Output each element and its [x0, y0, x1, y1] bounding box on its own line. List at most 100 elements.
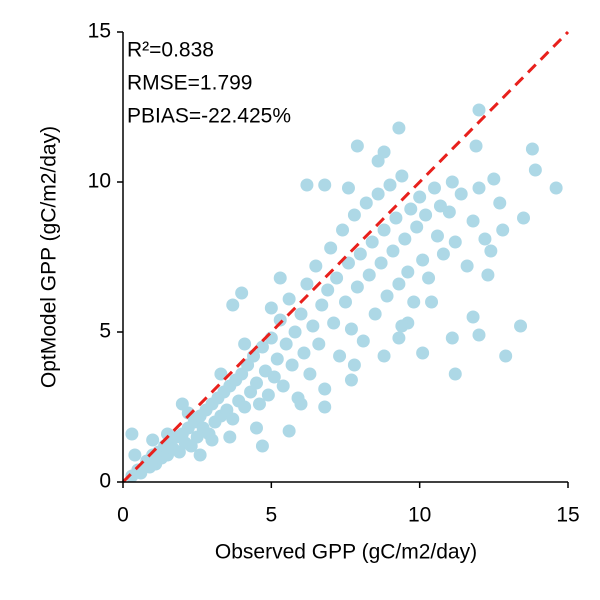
scatter-point — [368, 307, 382, 321]
scatter-point — [428, 181, 441, 195]
annotation: R²=0.838 — [127, 39, 214, 62]
scatter-point — [496, 223, 510, 237]
scatter-point — [395, 319, 409, 333]
scatter-point — [371, 187, 385, 201]
scatter-point — [484, 244, 498, 258]
scatter-point — [499, 349, 513, 363]
scatter-point — [273, 313, 287, 327]
scatter-point — [214, 367, 228, 381]
scatter-point — [422, 271, 436, 285]
scatter-point — [466, 214, 480, 228]
scatter-point — [472, 181, 486, 195]
scatter-point — [401, 265, 415, 279]
scatter-point — [318, 178, 332, 192]
scatter-point — [300, 178, 314, 192]
scatter-point — [549, 181, 563, 195]
scatter-point — [282, 424, 296, 438]
scatter-point — [255, 439, 269, 453]
scatter-point — [303, 367, 317, 381]
scatter-point — [347, 208, 361, 222]
scatter-point — [252, 397, 266, 411]
scatter-point — [525, 142, 539, 156]
x-tick-label: 0 — [117, 504, 129, 527]
scatter-point — [425, 295, 439, 309]
scatter-point — [223, 430, 237, 444]
scatter-point — [235, 286, 249, 300]
scatter-point — [226, 412, 240, 426]
scatter-point — [270, 352, 284, 366]
scatter-point — [312, 337, 326, 351]
y-axis-label: OptModel GPP (gC/m2/day) — [38, 126, 61, 388]
y-tick-label: 15 — [88, 20, 111, 43]
scatter-point — [327, 316, 341, 330]
annotation: RMSE=1.799 — [127, 72, 253, 95]
scatter-point — [309, 259, 323, 273]
scatter-point — [193, 448, 207, 462]
x-tick-label: 5 — [265, 504, 277, 527]
scatter-point — [374, 256, 388, 270]
x-axis-label: Observed GPP (gC/m2/day) — [215, 541, 477, 564]
scatter-point — [276, 379, 290, 393]
scatter-point — [389, 211, 403, 225]
scatter-point — [324, 241, 338, 255]
scatter-point — [336, 223, 350, 237]
scatter-point — [514, 319, 528, 333]
scatter-point — [294, 397, 308, 411]
scatter-point — [410, 220, 424, 234]
scatter-point — [466, 310, 480, 324]
scatter-point — [377, 145, 391, 159]
scatter-point — [365, 235, 379, 249]
y-tick-label: 0 — [99, 470, 111, 493]
scatter-point — [344, 373, 358, 387]
scatter-point — [380, 289, 394, 303]
scatter-point — [128, 448, 142, 462]
scatter-point — [436, 247, 450, 261]
scatter-point — [395, 169, 409, 183]
scatter-point — [238, 400, 252, 414]
scatter-point — [407, 295, 421, 309]
scatter-point — [341, 181, 355, 195]
scatter-point — [146, 433, 160, 447]
scatter-point — [413, 190, 427, 204]
reference-line — [121, 30, 570, 484]
scatter-point — [250, 421, 263, 435]
scatter-point — [261, 388, 275, 402]
scatter-point — [445, 175, 459, 189]
scatter-point — [344, 322, 358, 336]
scatter-point — [377, 223, 391, 237]
scatter-point — [460, 259, 474, 273]
scatter-point — [279, 337, 293, 351]
scatter-point — [445, 331, 459, 345]
scatter-point — [264, 301, 278, 315]
scatter-point — [255, 340, 269, 354]
scatter-point — [430, 229, 444, 243]
scatter-point — [356, 334, 370, 348]
scatter-point — [392, 277, 406, 291]
scatter-point — [448, 367, 462, 381]
y-tick-label: 10 — [88, 170, 111, 193]
scatter-point — [306, 319, 320, 333]
scatter-point — [404, 202, 418, 216]
scatter-point — [517, 211, 530, 225]
scatter-point — [315, 298, 329, 312]
annotation: PBIAS=-22.425% — [127, 105, 291, 128]
scatter-point — [347, 358, 361, 372]
scatter-point — [175, 397, 189, 411]
scatter-point — [282, 292, 296, 306]
scatter-point — [288, 325, 302, 339]
scatter-point — [294, 307, 308, 321]
scatter-point — [238, 337, 252, 351]
scatter-point — [416, 346, 430, 360]
scatter-point — [333, 349, 347, 363]
scatter-point — [161, 427, 174, 441]
x-tick-label: 15 — [556, 504, 579, 527]
scatter-point — [472, 328, 486, 342]
scatter-point — [205, 433, 219, 447]
scatter-point — [318, 400, 332, 414]
scatter-point — [125, 427, 139, 441]
scatter-point — [392, 331, 406, 345]
scatter-point — [353, 247, 367, 261]
scatter-point — [487, 172, 501, 186]
scatter-point — [341, 256, 355, 270]
scatter-point — [472, 103, 486, 117]
